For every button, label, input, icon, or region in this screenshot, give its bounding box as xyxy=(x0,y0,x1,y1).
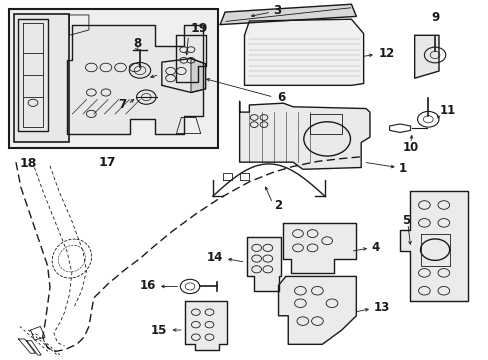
Text: 17: 17 xyxy=(98,156,116,169)
Polygon shape xyxy=(414,35,438,78)
Polygon shape xyxy=(162,59,205,93)
Text: 13: 13 xyxy=(373,301,389,314)
Polygon shape xyxy=(399,191,467,301)
Text: 14: 14 xyxy=(206,251,222,264)
Text: 2: 2 xyxy=(273,199,281,212)
Polygon shape xyxy=(278,276,356,344)
Text: 3: 3 xyxy=(273,4,281,17)
Text: 10: 10 xyxy=(402,141,418,154)
Polygon shape xyxy=(185,301,227,350)
Text: 12: 12 xyxy=(377,47,394,60)
Polygon shape xyxy=(244,19,363,85)
Text: 15: 15 xyxy=(150,324,166,337)
Polygon shape xyxy=(246,237,281,291)
Text: 6: 6 xyxy=(277,91,285,104)
Polygon shape xyxy=(67,24,203,134)
Text: 11: 11 xyxy=(439,104,455,117)
Text: 18: 18 xyxy=(20,157,37,170)
Polygon shape xyxy=(191,59,205,93)
Text: 19: 19 xyxy=(191,22,208,35)
Text: 4: 4 xyxy=(371,240,379,254)
Text: 8: 8 xyxy=(133,37,142,50)
Polygon shape xyxy=(239,102,369,169)
Text: 16: 16 xyxy=(140,279,156,292)
Bar xyxy=(14,14,69,143)
Bar xyxy=(9,9,217,148)
Text: 9: 9 xyxy=(430,11,438,24)
Polygon shape xyxy=(283,223,356,273)
Text: 5: 5 xyxy=(401,213,409,226)
Polygon shape xyxy=(220,4,356,24)
Text: 7: 7 xyxy=(119,98,126,111)
Text: 1: 1 xyxy=(398,162,407,175)
